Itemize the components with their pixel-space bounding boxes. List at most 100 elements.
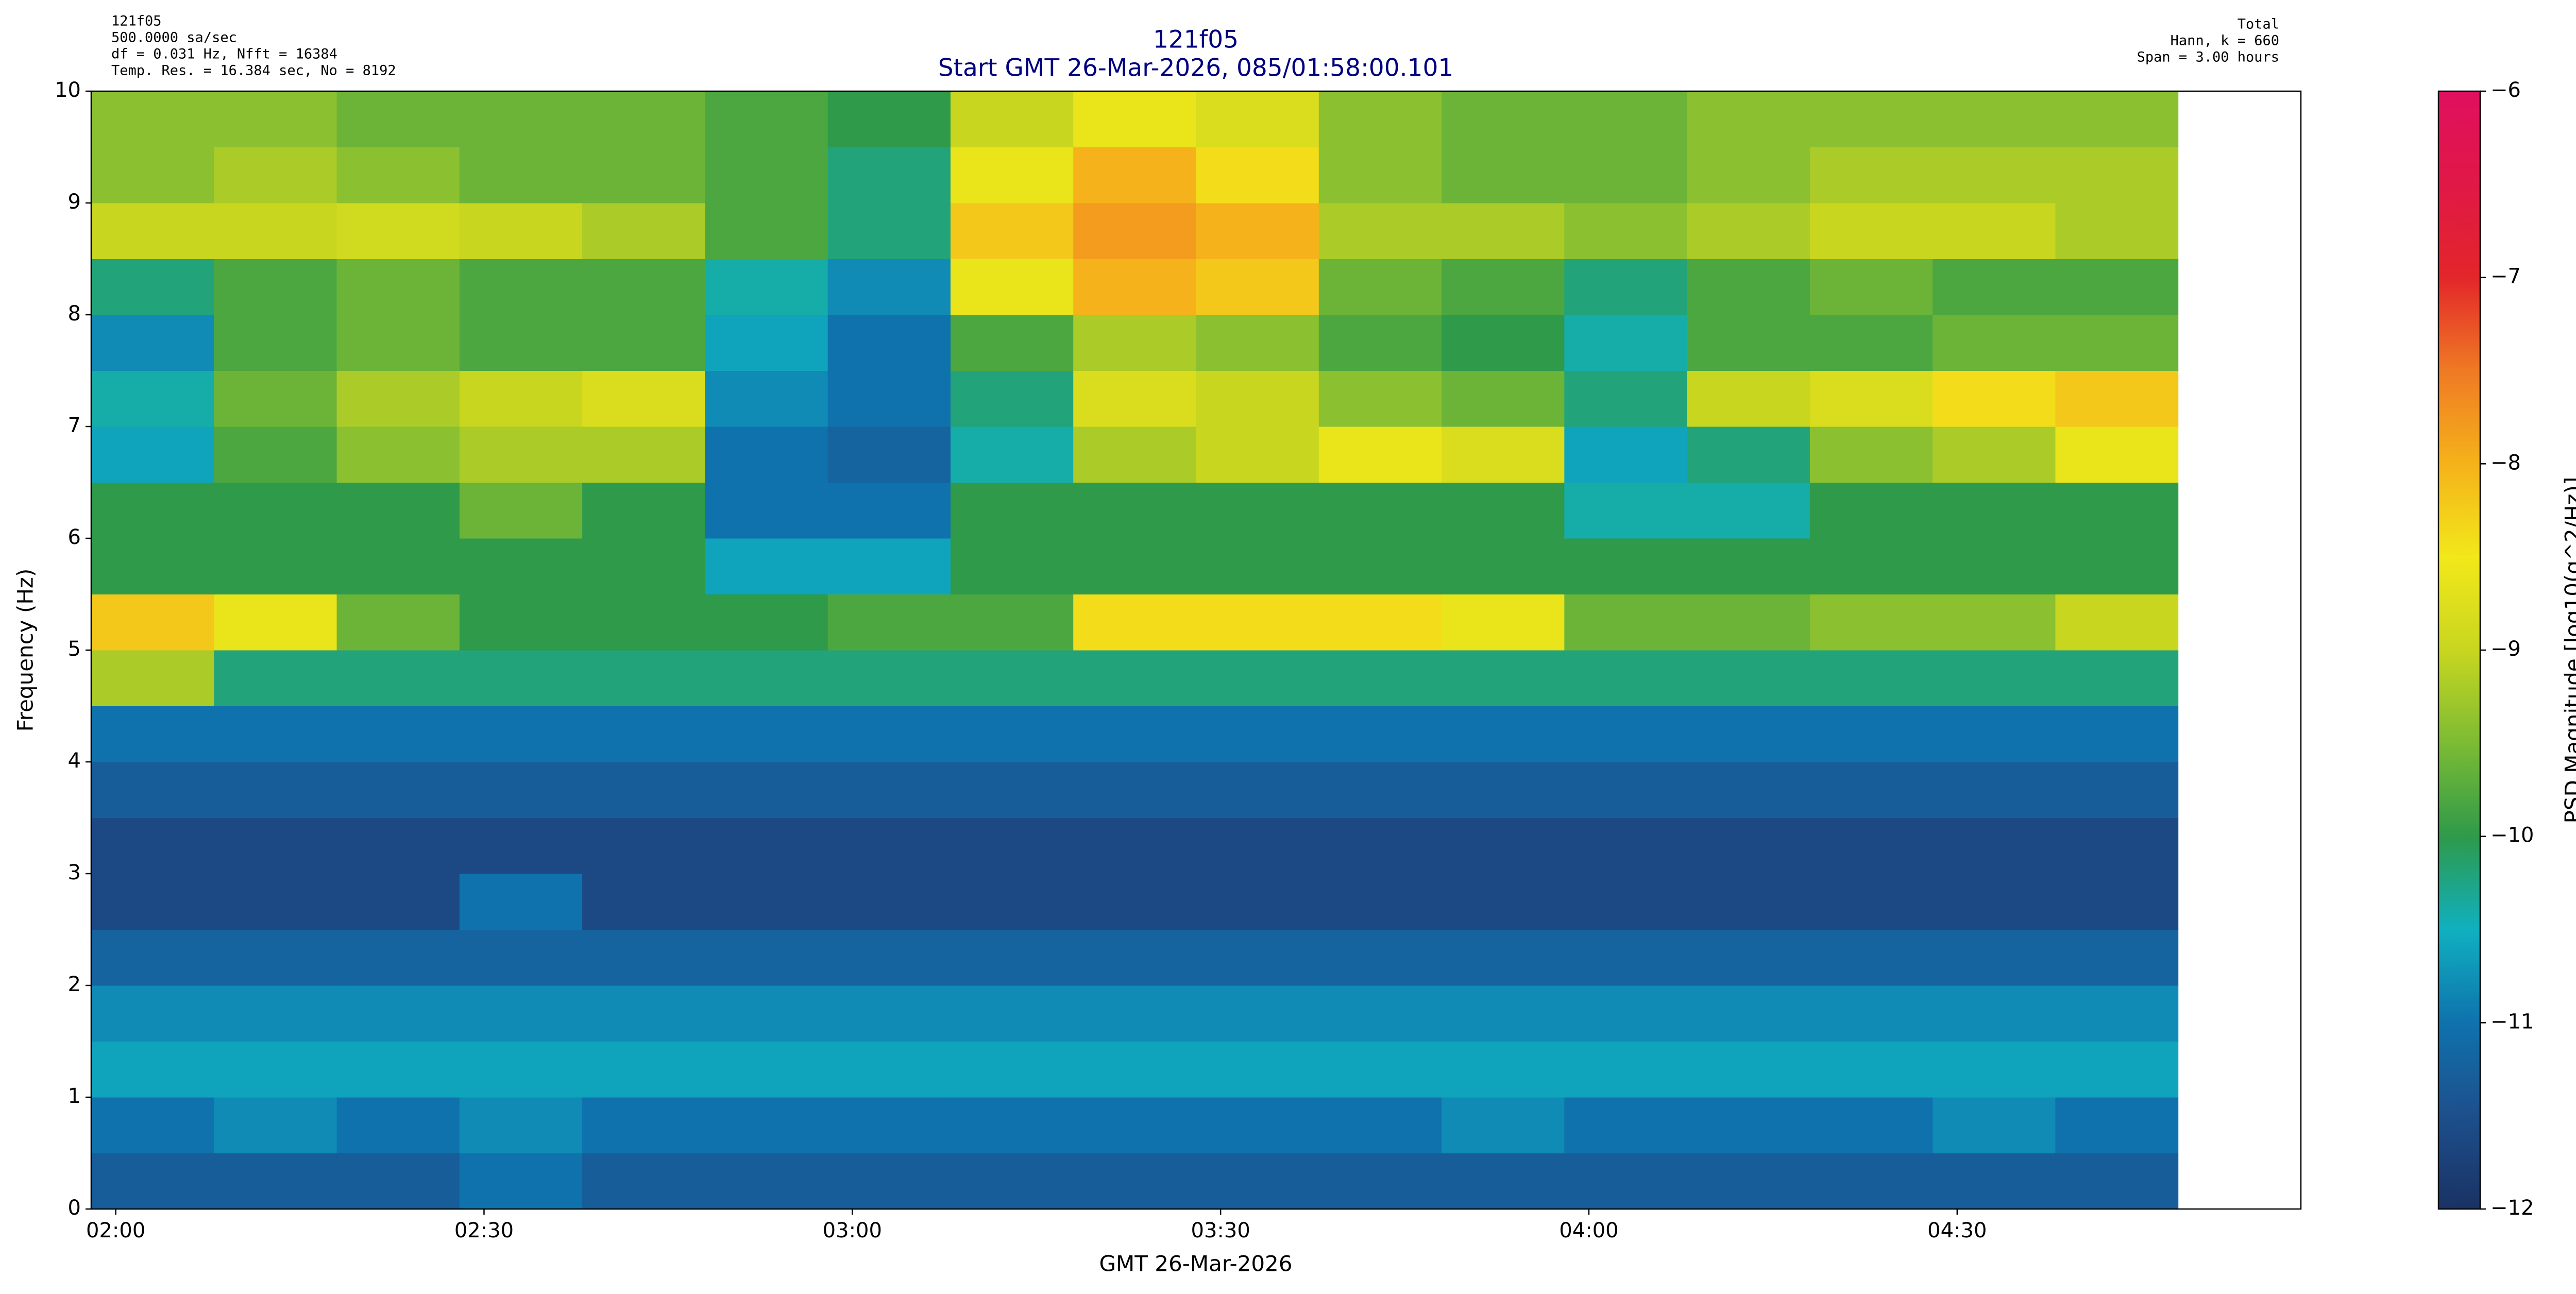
spectrogram-cell <box>950 1041 1074 1098</box>
spectrogram-cell <box>336 482 460 539</box>
spectrogram-cell <box>1933 1097 2056 1153</box>
spectrogram-cell <box>459 594 583 651</box>
spectrogram-cell <box>1687 1041 1810 1098</box>
spectrogram-cell <box>1933 929 2056 986</box>
spectrogram-cell <box>1933 1041 2056 1098</box>
spectrogram-cell <box>336 650 460 706</box>
spectrogram-cell <box>459 1041 583 1098</box>
spectrogram-cell <box>1318 985 1442 1042</box>
spectrogram-cell <box>1442 91 1565 147</box>
spectrogram-cell <box>950 1153 1074 1210</box>
spectrogram-cell <box>2055 706 2179 762</box>
spectrogram-cell <box>1564 538 1688 594</box>
spectrogram-cell <box>214 538 337 594</box>
spectrogram-cell <box>1073 594 1196 651</box>
spectrogram-cell <box>2055 985 2179 1042</box>
spectrogram-cell <box>1564 762 1688 818</box>
spectrogram-cell <box>705 427 828 483</box>
spectrogram-cell <box>582 259 705 315</box>
spectrogram-cell <box>1442 427 1565 483</box>
spectrogram-cell <box>1196 762 1319 818</box>
y-tick-label: 8 <box>68 302 81 326</box>
spectrogram-cell <box>827 929 951 986</box>
spectrogram-cell <box>91 762 214 818</box>
spectrogram-cell <box>950 594 1074 651</box>
spectrogram-cell <box>1564 985 1688 1042</box>
spectrogram-cell <box>705 315 828 371</box>
colorbar-tick-label: −8 <box>2490 451 2521 474</box>
spectrogram-cell <box>91 91 214 147</box>
spectrogram-cell <box>1073 818 1196 874</box>
spectrogram-cell <box>1442 818 1565 874</box>
spectrogram-cell <box>705 1097 828 1153</box>
spectrogram-cell <box>1564 147 1688 203</box>
spectrogram-cell <box>827 315 951 371</box>
spectrogram-cell <box>1442 259 1565 315</box>
spectrogram-cell <box>705 762 828 818</box>
spectrogram-cell <box>214 762 337 818</box>
spectrogram-cell <box>459 315 583 371</box>
spectrogram-cell <box>1564 259 1688 315</box>
y-tick-label: 4 <box>68 749 81 773</box>
spectrogram-cell <box>1687 1097 1810 1153</box>
spectrogram-cell <box>1073 427 1196 483</box>
spectrogram-cell <box>1933 538 2056 594</box>
spectrogram-cell <box>582 370 705 427</box>
spectrogram-cell <box>1073 874 1196 930</box>
spectrogram-cell <box>1196 370 1319 427</box>
spectrogram-cell <box>336 818 460 874</box>
spectrogram-cell <box>950 315 1074 371</box>
spectrogram-cell <box>1687 929 1810 986</box>
spectrogram-cell <box>582 818 705 874</box>
spectrogram-cell <box>705 203 828 259</box>
spectrogram-cell <box>827 147 951 203</box>
colorbar-tick-label: −10 <box>2490 824 2534 847</box>
spectrogram-cell <box>582 538 705 594</box>
spectrogram-cell <box>1687 370 1810 427</box>
spectrogram-cell <box>1933 315 2056 371</box>
spectrogram-cell <box>459 818 583 874</box>
spectrogram-cell <box>582 1153 705 1210</box>
spectrogram-cell <box>2055 203 2179 259</box>
spectrogram-cell <box>1442 762 1565 818</box>
spectrogram-cell <box>827 706 951 762</box>
y-tick-label: 5 <box>68 637 81 661</box>
spectrogram-cell <box>1442 985 1565 1042</box>
spectrogram-cell <box>827 594 951 651</box>
spectrogram-cell <box>582 91 705 147</box>
spectrogram-cell <box>1933 147 2056 203</box>
colorbar-tick-label: −11 <box>2490 1010 2534 1033</box>
spectrogram-cell <box>1073 91 1196 147</box>
spectrogram-cell <box>827 818 951 874</box>
spectrogram-cell <box>1318 874 1442 930</box>
spectrogram-cell <box>1318 315 1442 371</box>
spectrogram-cell <box>1073 1153 1196 1210</box>
spectrogram-cell <box>336 91 460 147</box>
spectrogram-cell <box>1318 482 1442 539</box>
y-tick-label: 10 <box>55 78 81 102</box>
spectrogram-cell <box>214 874 337 930</box>
info-text: Hann, k = 660 <box>2171 33 2279 49</box>
spectrogram-cell <box>582 762 705 818</box>
spectrogram-cell <box>582 427 705 483</box>
spectrogram-cell <box>1933 818 2056 874</box>
spectrogram-cell <box>214 370 337 427</box>
spectrogram-cell <box>1318 929 1442 986</box>
spectrogram-cell <box>1318 1153 1442 1210</box>
y-tick-label: 1 <box>68 1084 81 1108</box>
spectrogram-cell <box>582 706 705 762</box>
spectrogram-cell <box>91 650 214 706</box>
colorbar-label: PSD Magnitude [log10(g^2/Hz)] <box>2561 477 2576 824</box>
spectrogram-cell <box>1442 315 1565 371</box>
spectrogram-cell <box>1564 594 1688 651</box>
spectrogram-cell <box>459 929 583 986</box>
spectrogram-cell <box>214 929 337 986</box>
spectrogram-cell <box>214 706 337 762</box>
spectrogram-cell <box>1073 482 1196 539</box>
spectrogram-cell <box>1687 818 1810 874</box>
y-tick-label: 0 <box>68 1196 81 1220</box>
spectrogram-cell <box>459 706 583 762</box>
spectrogram-cell <box>91 482 214 539</box>
spectrogram-cell <box>1687 203 1810 259</box>
